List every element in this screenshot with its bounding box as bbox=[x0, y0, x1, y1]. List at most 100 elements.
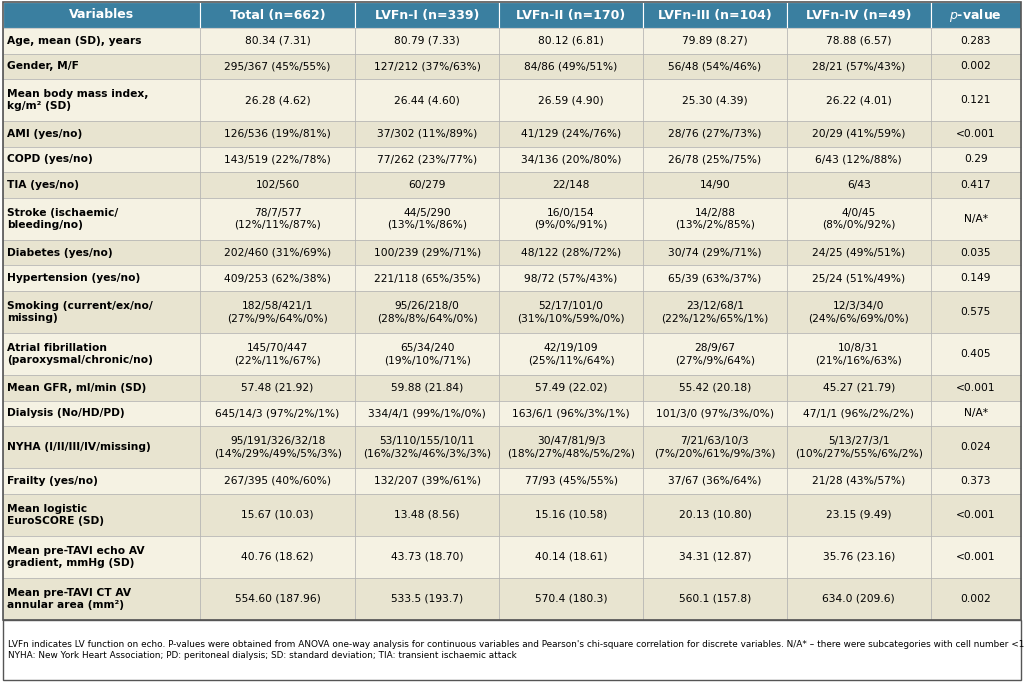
Text: 645/14/3 (97%/2%/1%): 645/14/3 (97%/2%/1%) bbox=[215, 409, 340, 418]
Text: 26.44 (4.60): 26.44 (4.60) bbox=[394, 95, 460, 105]
Bar bbox=[200, 172, 355, 198]
Bar bbox=[3, 620, 1021, 680]
Bar bbox=[643, 536, 786, 578]
Text: Total (n=662): Total (n=662) bbox=[229, 8, 326, 22]
Text: 0.149: 0.149 bbox=[961, 273, 991, 283]
Bar bbox=[786, 121, 931, 147]
Bar bbox=[355, 536, 499, 578]
Text: 132/207 (39%/61%): 132/207 (39%/61%) bbox=[374, 476, 480, 486]
Bar bbox=[643, 2, 786, 28]
Text: 102/560: 102/560 bbox=[255, 180, 300, 190]
Bar bbox=[643, 79, 786, 121]
Text: 60/279: 60/279 bbox=[409, 180, 446, 190]
Bar bbox=[643, 426, 786, 468]
Bar bbox=[3, 536, 200, 578]
Bar bbox=[3, 2, 200, 28]
Bar bbox=[355, 400, 499, 426]
Bar bbox=[931, 400, 1021, 426]
Bar bbox=[200, 2, 355, 28]
Text: Hypertension (yes/no): Hypertension (yes/no) bbox=[7, 273, 140, 283]
Bar bbox=[355, 578, 499, 620]
Text: 16/0/154
(9%/0%/91%): 16/0/154 (9%/0%/91%) bbox=[535, 207, 608, 230]
Bar bbox=[643, 53, 786, 79]
Text: 28/21 (57%/43%): 28/21 (57%/43%) bbox=[812, 61, 905, 72]
Text: 0.29: 0.29 bbox=[964, 154, 988, 164]
Bar bbox=[786, 240, 931, 265]
Bar bbox=[931, 172, 1021, 198]
Bar bbox=[3, 198, 200, 240]
Text: 42/19/109
(25%/11%/64%): 42/19/109 (25%/11%/64%) bbox=[527, 343, 614, 365]
Text: 570.4 (180.3): 570.4 (180.3) bbox=[535, 594, 607, 604]
Bar bbox=[3, 468, 200, 494]
Text: 80.12 (6.81): 80.12 (6.81) bbox=[539, 35, 604, 46]
Bar bbox=[499, 265, 643, 291]
Bar bbox=[931, 375, 1021, 400]
Bar bbox=[200, 147, 355, 172]
Bar bbox=[786, 333, 931, 375]
Text: Diabetes (yes/no): Diabetes (yes/no) bbox=[7, 248, 113, 258]
Bar bbox=[931, 265, 1021, 291]
Text: Mean pre-TAVI CT AV
annular area (mm²): Mean pre-TAVI CT AV annular area (mm²) bbox=[7, 588, 131, 610]
Bar bbox=[931, 79, 1021, 121]
Bar bbox=[931, 28, 1021, 53]
Bar bbox=[3, 375, 200, 400]
Bar bbox=[499, 578, 643, 620]
Bar bbox=[355, 240, 499, 265]
Bar bbox=[786, 291, 931, 333]
Text: 37/67 (36%/64%): 37/67 (36%/64%) bbox=[669, 476, 762, 486]
Bar bbox=[786, 265, 931, 291]
Bar bbox=[200, 198, 355, 240]
Bar bbox=[499, 426, 643, 468]
Bar bbox=[931, 426, 1021, 468]
Bar bbox=[200, 240, 355, 265]
Bar bbox=[786, 494, 931, 536]
Text: LVFn-II (n=170): LVFn-II (n=170) bbox=[516, 8, 626, 22]
Text: 0.121: 0.121 bbox=[961, 95, 991, 105]
Text: 15.16 (10.58): 15.16 (10.58) bbox=[535, 509, 607, 520]
Text: AMI (yes/no): AMI (yes/no) bbox=[7, 129, 82, 139]
Text: 0.035: 0.035 bbox=[961, 248, 991, 258]
Text: 95/191/326/32/18
(14%/29%/49%/5%/3%): 95/191/326/32/18 (14%/29%/49%/5%/3%) bbox=[214, 436, 342, 458]
Bar bbox=[355, 375, 499, 400]
Text: 0.024: 0.024 bbox=[961, 442, 991, 452]
Bar bbox=[3, 578, 200, 620]
Bar bbox=[931, 53, 1021, 79]
Text: 56/48 (54%/46%): 56/48 (54%/46%) bbox=[669, 61, 762, 72]
Bar bbox=[200, 400, 355, 426]
Bar bbox=[200, 291, 355, 333]
Bar bbox=[3, 172, 200, 198]
Bar bbox=[3, 121, 200, 147]
Text: 30/74 (29%/71%): 30/74 (29%/71%) bbox=[669, 248, 762, 258]
Bar bbox=[200, 79, 355, 121]
Text: 21/28 (43%/57%): 21/28 (43%/57%) bbox=[812, 476, 905, 486]
Text: 77/93 (45%/55%): 77/93 (45%/55%) bbox=[524, 476, 617, 486]
Text: 45.27 (21.79): 45.27 (21.79) bbox=[822, 383, 895, 393]
Bar bbox=[931, 494, 1021, 536]
Text: 20/29 (41%/59%): 20/29 (41%/59%) bbox=[812, 129, 905, 139]
Text: <0.001: <0.001 bbox=[956, 129, 995, 139]
Text: LVFn-III (n=104): LVFn-III (n=104) bbox=[658, 8, 772, 22]
Text: 4/0/45
(8%/0%/92%): 4/0/45 (8%/0%/92%) bbox=[822, 207, 895, 230]
Bar bbox=[786, 147, 931, 172]
Text: 98/72 (57%/43%): 98/72 (57%/43%) bbox=[524, 273, 617, 283]
Text: 65/34/240
(19%/10%/71%): 65/34/240 (19%/10%/71%) bbox=[384, 343, 471, 365]
Bar bbox=[931, 536, 1021, 578]
Text: 35.76 (23.16): 35.76 (23.16) bbox=[822, 552, 895, 562]
Text: 22/148: 22/148 bbox=[552, 180, 590, 190]
Text: 57.49 (22.02): 57.49 (22.02) bbox=[535, 383, 607, 393]
Text: 65/39 (63%/37%): 65/39 (63%/37%) bbox=[669, 273, 762, 283]
Text: 126/536 (19%/81%): 126/536 (19%/81%) bbox=[224, 129, 331, 139]
Text: 40.14 (18.61): 40.14 (18.61) bbox=[535, 552, 607, 562]
Bar bbox=[3, 147, 200, 172]
Text: 25/24 (51%/49%): 25/24 (51%/49%) bbox=[812, 273, 905, 283]
Bar bbox=[499, 53, 643, 79]
Bar bbox=[499, 79, 643, 121]
Bar bbox=[786, 198, 931, 240]
Bar bbox=[643, 121, 786, 147]
Bar bbox=[499, 468, 643, 494]
Text: 0.417: 0.417 bbox=[961, 180, 991, 190]
Bar bbox=[355, 121, 499, 147]
Bar bbox=[355, 28, 499, 53]
Bar bbox=[3, 79, 200, 121]
Bar bbox=[499, 147, 643, 172]
